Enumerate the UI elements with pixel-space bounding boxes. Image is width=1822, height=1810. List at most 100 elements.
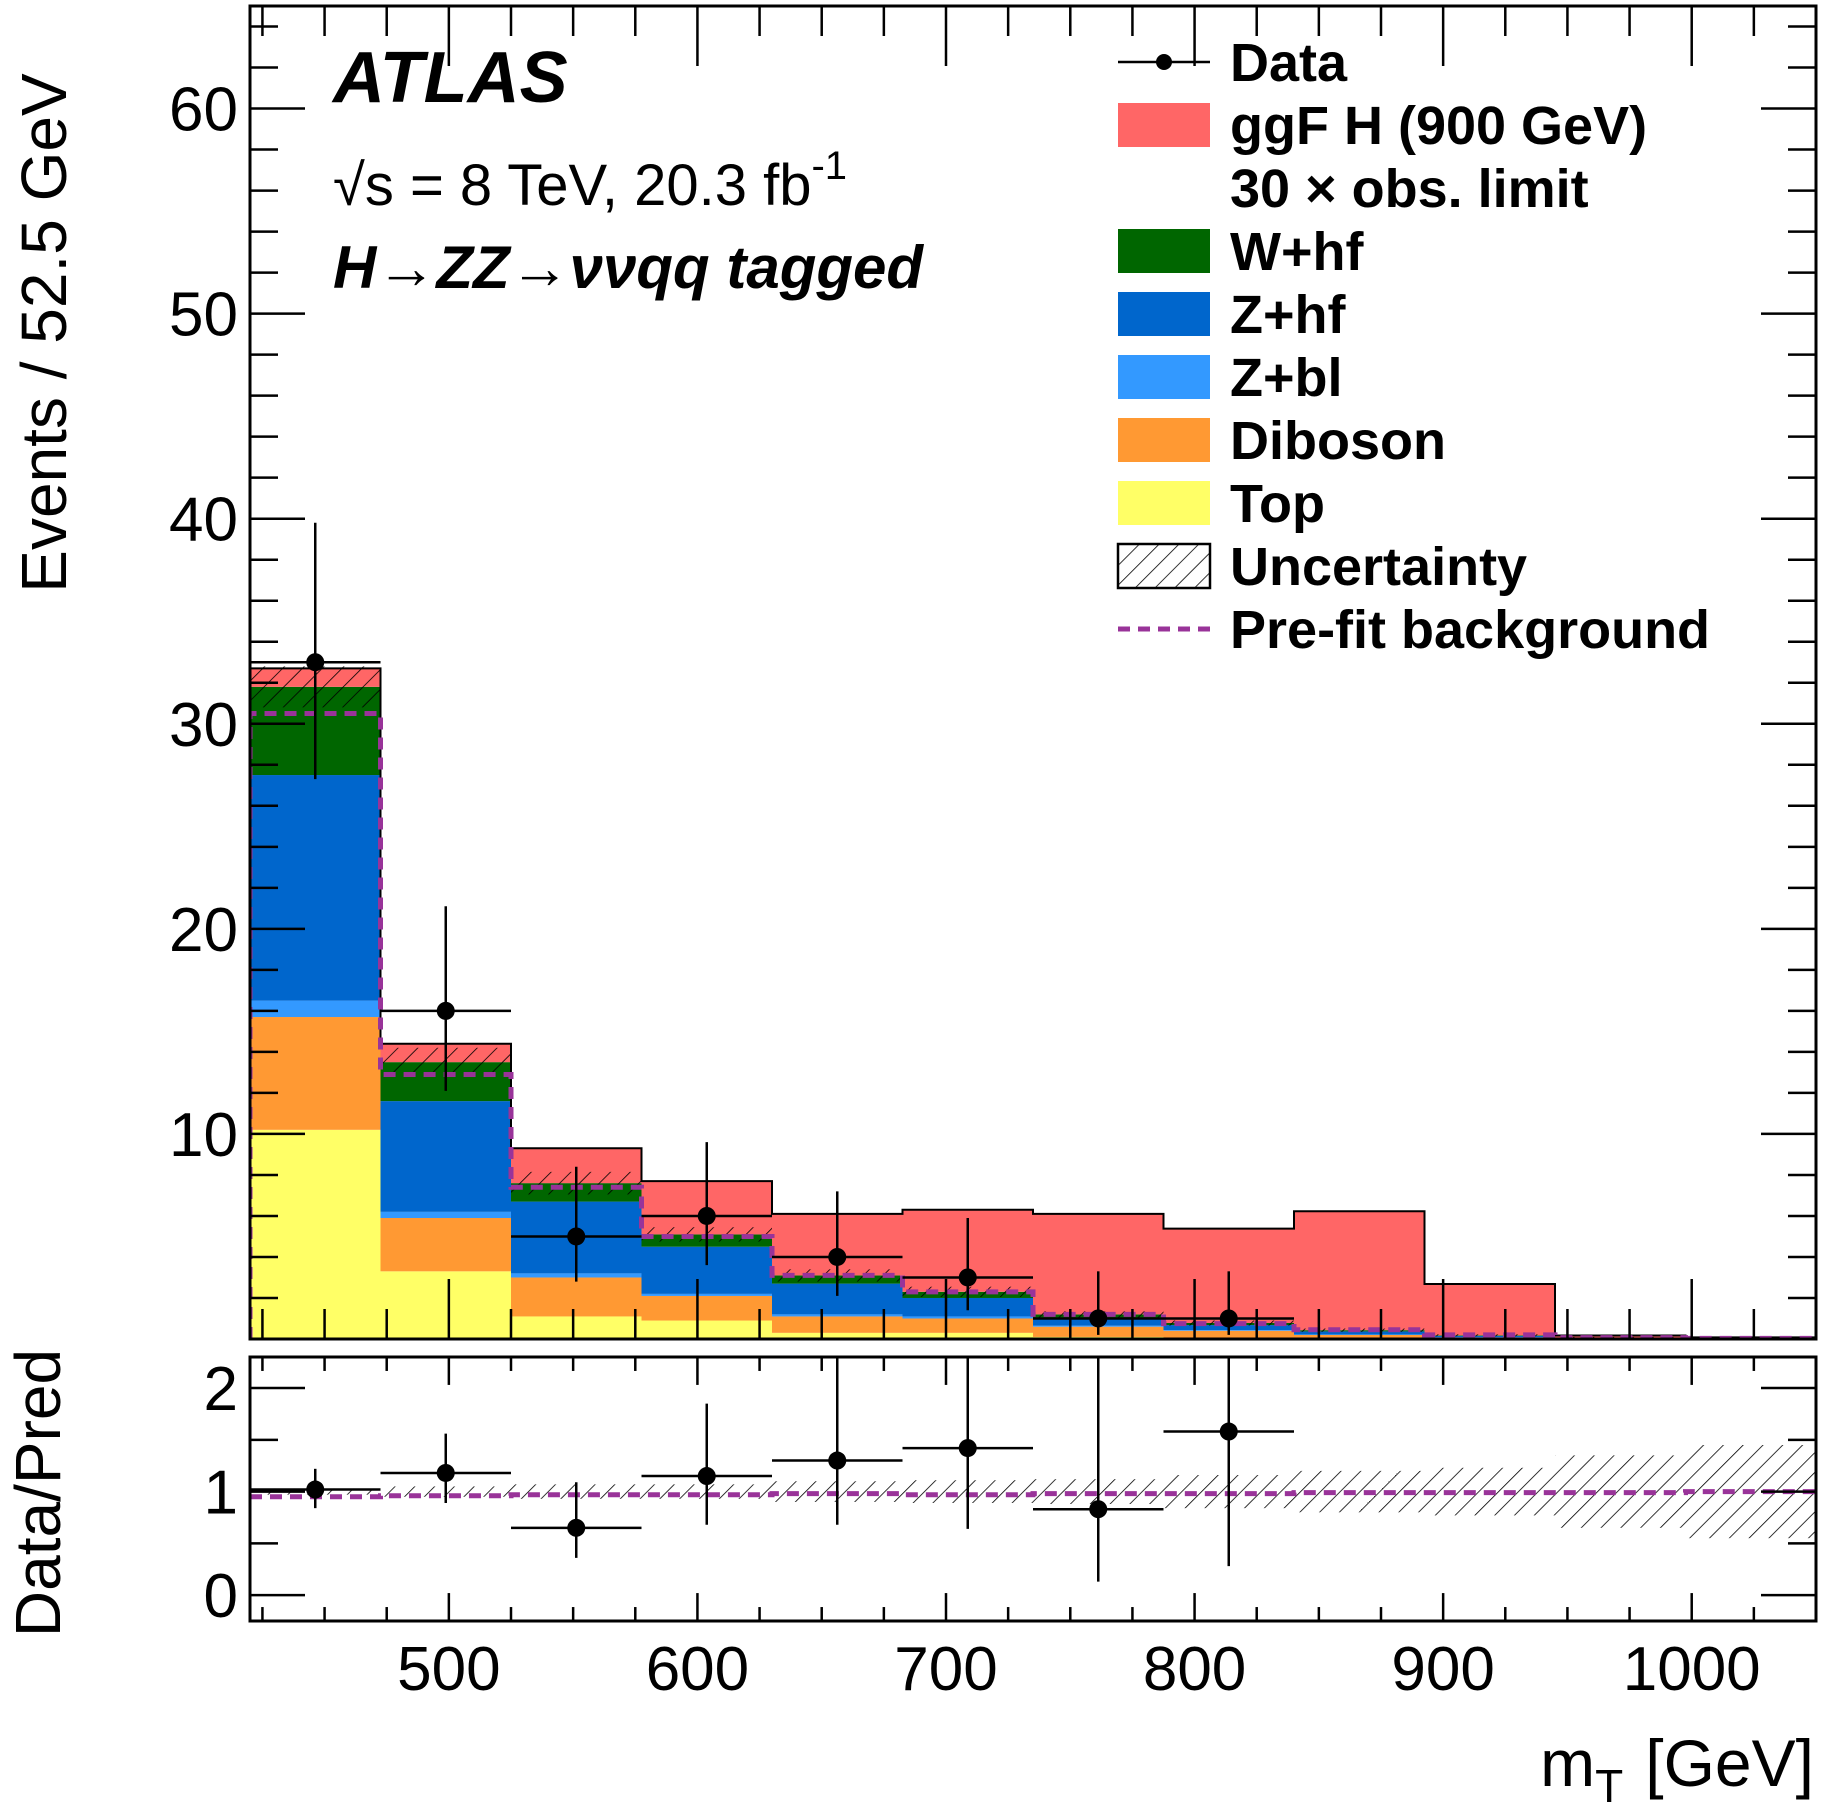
ratio-y-axis-title: Data/Pred	[2, 1349, 74, 1637]
legend-label-2: W+hf	[1230, 222, 1364, 282]
data-marker-2	[567, 1227, 586, 1246]
data-point-3	[641, 1142, 772, 1266]
ratio-point-7	[1163, 1357, 1294, 1567]
y-tick-label-10: 10	[169, 1101, 238, 1170]
legend-entry-8: Pre-fit background	[1118, 600, 1710, 660]
legend-entry-0: Data	[1118, 33, 1348, 93]
x-tick-label-600: 600	[646, 1635, 749, 1704]
legend-label-6: Top	[1230, 474, 1325, 534]
ratio-marker-1	[436, 1463, 455, 1482]
legend-swatch-3	[1118, 292, 1210, 336]
legend-data-marker	[1156, 54, 1172, 70]
bar-top-0	[250, 1129, 381, 1339]
prefit-path	[250, 711, 1816, 1339]
legend-entry-2: W+hf	[1118, 222, 1364, 282]
legend-entry-7: Uncertainty	[1116, 537, 1527, 597]
y-axis-title: Events / 52.5 GeV	[8, 73, 80, 593]
legend-label-1: ggF H (900 GeV)	[1230, 96, 1647, 156]
legend-swatch-2	[1118, 229, 1210, 273]
prefit-background-line	[250, 711, 1816, 1339]
ratio-marker-4	[828, 1451, 847, 1470]
data-marker-5	[958, 1268, 977, 1287]
bar-diboson-5	[902, 1318, 1033, 1333]
data-point-5	[902, 1218, 1033, 1311]
x-tick-label-500: 500	[397, 1635, 500, 1704]
legend-label-3: Z+hf	[1230, 285, 1347, 345]
legend-entry-4: Z+bl	[1118, 348, 1343, 408]
data-marker-4	[828, 1247, 847, 1266]
ratio-y-tick-label-1: 1	[204, 1459, 238, 1528]
data-marker-3	[697, 1206, 716, 1225]
legend-entry-6: Top	[1118, 474, 1325, 534]
data-point-4	[772, 1191, 903, 1296]
ratio-marker-6	[1089, 1500, 1108, 1519]
legend-label-5: Diboson	[1230, 411, 1446, 471]
ratio-point-5	[902, 1357, 1033, 1529]
legend-swatch-4	[1118, 355, 1210, 399]
legend-entry-3: Z+hf	[1118, 285, 1347, 345]
bar-z_bl-1	[380, 1211, 511, 1219]
y-tick-label-20: 20	[169, 896, 238, 965]
data-point-0	[250, 522, 381, 780]
data-marker-6	[1089, 1309, 1108, 1328]
x-axis-title: mT [GeV]	[1540, 1726, 1814, 1810]
legend-label-4: Z+bl	[1230, 348, 1343, 408]
legend-label2-1: 30 × obs. limit	[1230, 159, 1589, 219]
main-plot-frame	[248, 4, 1818, 1341]
ratio-point-0	[250, 1468, 381, 1509]
y-tick-label-30: 30	[169, 691, 238, 760]
bar-diboson-8	[1294, 1334, 1425, 1339]
ratio-marker-0	[306, 1480, 325, 1499]
ratio-point-1	[380, 1433, 511, 1503]
bar-diboson-0	[250, 1017, 381, 1130]
ratio-y-tick-label-2: 2	[204, 1355, 238, 1424]
legend-swatch-5	[1118, 418, 1210, 462]
legend-entry-5: Diboson	[1118, 411, 1446, 471]
energy-label: √s = 8 TeV, 20.3 fb-1	[333, 144, 847, 218]
data-point-2	[511, 1166, 642, 1282]
ratio-marker-2	[567, 1518, 586, 1537]
ratio-plot-frame	[248, 1355, 1818, 1623]
legend-label-7: Uncertainty	[1230, 537, 1527, 597]
legend-hatch-swatch	[1116, 542, 1212, 590]
channel-label: H→ZZ→ννqq tagged	[333, 234, 924, 301]
y-tick-label-60: 60	[169, 76, 238, 145]
bar-top-4	[772, 1332, 903, 1339]
experiment-label: ATLAS	[331, 38, 568, 118]
ratio-point-4	[772, 1357, 903, 1525]
main-border	[248, 4, 1818, 1341]
bar-ggf-9	[1424, 1284, 1555, 1336]
bar-top-1	[380, 1271, 511, 1339]
bar-z_bl-4	[772, 1314, 903, 1317]
bar-z_hf-1	[380, 1101, 511, 1212]
data-marker-7	[1219, 1309, 1238, 1328]
legend-label-8: Pre-fit background	[1230, 600, 1710, 660]
legend-swatch-1	[1118, 103, 1210, 147]
ratio-point-2	[511, 1482, 642, 1558]
data-point-7	[1163, 1271, 1294, 1335]
bar-z_bl-0	[250, 1000, 381, 1018]
bar-diboson-1	[380, 1218, 511, 1272]
x-tick-label-900: 900	[1391, 1635, 1494, 1704]
bar-diboson-4	[772, 1316, 903, 1333]
legend-swatch-6	[1118, 481, 1210, 525]
data-point-1	[380, 906, 511, 1091]
y-tick-label-40: 40	[169, 486, 238, 555]
bar-z_hf-8	[1294, 1331, 1425, 1335]
data-points	[250, 522, 1294, 1335]
ratio-marker-7	[1219, 1422, 1238, 1441]
bar-ggf-10	[1555, 1335, 1686, 1338]
bar-diboson-2	[511, 1277, 642, 1317]
ratio-y-tick-label-0: 0	[204, 1562, 238, 1631]
bar-ggf-8	[1294, 1211, 1425, 1331]
bar-diboson-3	[641, 1295, 772, 1321]
ratio-point-6	[1033, 1357, 1164, 1582]
x-tick-label-700: 700	[894, 1635, 997, 1704]
data-point-6	[1033, 1271, 1164, 1335]
ratio-uncertainty-bin-10	[1555, 1455, 1686, 1528]
bar-top-3	[641, 1320, 772, 1339]
x-tick-label-1000: 1000	[1623, 1635, 1761, 1704]
